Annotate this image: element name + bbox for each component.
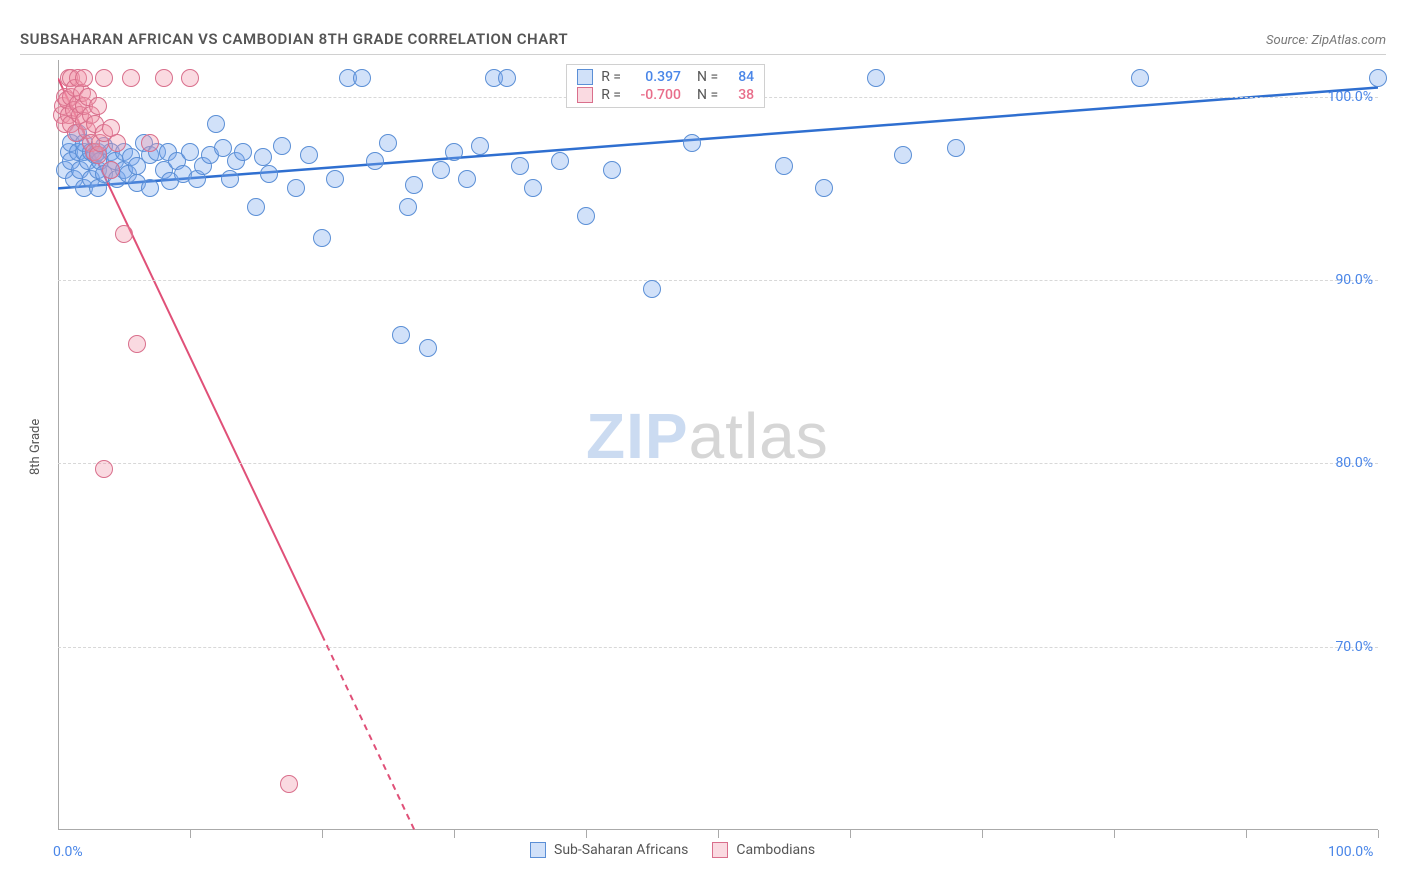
data-point — [181, 143, 199, 161]
data-point — [379, 134, 397, 152]
data-point — [353, 69, 371, 87]
source-name: ZipAtlas.com — [1311, 33, 1386, 48]
data-point — [115, 225, 133, 243]
source-label: Source: ZipAtlas.com — [1266, 33, 1386, 48]
y-tick-label: 70.0% — [1318, 639, 1373, 655]
data-point — [207, 115, 225, 133]
data-point — [399, 198, 417, 216]
data-point — [458, 170, 476, 188]
y-tick-label: 90.0% — [1318, 272, 1373, 288]
y-axis-label: 8th Grade — [28, 419, 43, 475]
data-point — [287, 179, 305, 197]
data-point — [95, 460, 113, 478]
data-point — [313, 229, 331, 247]
data-point — [577, 207, 595, 225]
gridline — [58, 647, 1378, 648]
source-prefix: Source: — [1266, 33, 1311, 48]
data-point — [392, 326, 410, 344]
legend-swatch — [577, 87, 593, 103]
legend-stat-row: R =0.397 N =84 — [577, 69, 754, 85]
data-point — [89, 97, 107, 115]
y-tick-label: 80.0% — [1318, 455, 1373, 471]
x-tick — [586, 830, 587, 838]
x-tick — [190, 830, 191, 838]
data-point — [1369, 69, 1387, 87]
x-tick — [1378, 830, 1379, 838]
x-tick — [322, 830, 323, 838]
data-point — [894, 146, 912, 164]
series-legend-label: Sub-Saharan Africans — [554, 842, 688, 858]
data-point — [405, 176, 423, 194]
data-point — [326, 170, 344, 188]
data-point — [471, 137, 489, 155]
gridline — [58, 463, 1378, 464]
correlation-legend: R =0.397 N =84 R =-0.700 N =38 — [566, 64, 765, 108]
data-point — [300, 146, 318, 164]
legend-stat-row: R =-0.700 N =38 — [577, 87, 754, 103]
data-point — [181, 69, 199, 87]
series-legend-item: Cambodians — [712, 842, 815, 858]
x-min-label: 0.0% — [53, 844, 83, 860]
data-point — [155, 69, 173, 87]
series-legend: Sub-Saharan Africans Cambodians — [530, 842, 815, 858]
x-tick — [850, 830, 851, 838]
data-point — [1131, 69, 1149, 87]
legend-swatch — [712, 842, 728, 858]
x-max-label: 100.0% — [1328, 844, 1373, 860]
data-point — [683, 134, 701, 152]
data-point — [108, 134, 126, 152]
data-point — [75, 69, 93, 87]
data-point — [234, 143, 252, 161]
trendlines-svg — [58, 60, 1378, 830]
data-point — [867, 69, 885, 87]
legend-swatch — [577, 69, 593, 85]
chart-title: SUBSAHARAN AFRICAN VS CAMBODIAN 8TH GRAD… — [20, 30, 568, 48]
x-tick — [718, 830, 719, 838]
data-point — [221, 170, 239, 188]
data-point — [815, 179, 833, 197]
data-point — [141, 134, 159, 152]
data-point — [603, 161, 621, 179]
data-point — [247, 198, 265, 216]
x-tick — [1246, 830, 1247, 838]
data-point — [122, 69, 140, 87]
x-tick — [982, 830, 983, 838]
data-point — [254, 148, 272, 166]
data-point — [280, 775, 298, 793]
data-point — [260, 165, 278, 183]
x-tick — [454, 830, 455, 838]
data-point — [947, 139, 965, 157]
x-tick — [1114, 830, 1115, 838]
plot-area — [58, 60, 1378, 830]
data-point — [432, 161, 450, 179]
series-legend-item: Sub-Saharan Africans — [530, 842, 688, 858]
data-point — [128, 335, 146, 353]
data-point — [498, 69, 516, 87]
data-point — [524, 179, 542, 197]
data-point — [643, 280, 661, 298]
data-point — [551, 152, 569, 170]
data-point — [366, 152, 384, 170]
header-bar: SUBSAHARAN AFRICAN VS CAMBODIAN 8TH GRAD… — [20, 20, 1386, 55]
data-point — [775, 157, 793, 175]
data-point — [445, 143, 463, 161]
series-legend-label: Cambodians — [736, 842, 815, 858]
legend-swatch — [530, 842, 546, 858]
data-point — [141, 179, 159, 197]
data-point — [95, 69, 113, 87]
data-point — [511, 157, 529, 175]
data-point — [273, 137, 291, 155]
y-tick-label: 100.0% — [1318, 89, 1373, 105]
gridline — [58, 280, 1378, 281]
data-point — [102, 161, 120, 179]
data-point — [419, 339, 437, 357]
